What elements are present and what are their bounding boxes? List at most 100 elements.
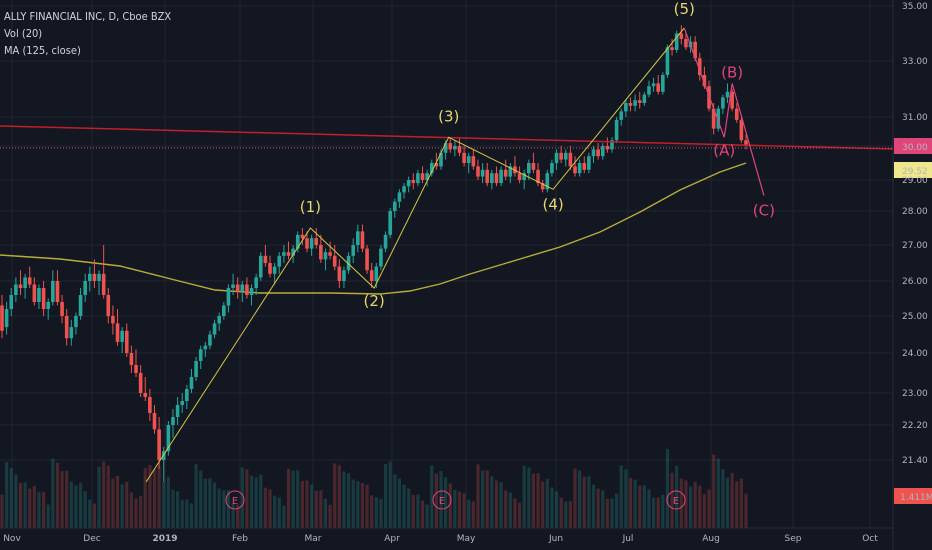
volume-bar — [628, 477, 633, 528]
volume-bar — [411, 494, 415, 528]
volume-bar — [314, 490, 318, 528]
volume-bar — [698, 485, 702, 528]
symbol-title[interactable]: ALLY FINANCIAL INC, D, Cboe BZX — [4, 10, 172, 23]
candle-body — [171, 417, 175, 425]
volume-bar — [356, 481, 360, 528]
volume-bar — [310, 484, 314, 528]
candle-body — [721, 97, 725, 109]
price-tick-label: 35.00 — [902, 2, 928, 12]
volume-bar — [504, 490, 508, 528]
candle-body — [485, 169, 490, 184]
candle-body — [69, 327, 74, 339]
volume-bar — [725, 477, 730, 528]
candle-body — [78, 295, 83, 316]
volume-bar — [615, 493, 619, 528]
volume-bar — [591, 484, 596, 528]
candle-body — [406, 180, 411, 187]
volume-bar — [120, 484, 124, 528]
volume-bar — [5, 462, 9, 528]
candle-body — [651, 83, 656, 87]
volume-bar — [467, 499, 471, 528]
candle-body — [277, 255, 282, 267]
candle-body — [628, 103, 633, 106]
volume-bar — [46, 504, 50, 528]
candle-body — [471, 156, 476, 167]
volume-bar — [471, 501, 475, 528]
candle-body — [249, 288, 254, 295]
volume-indicator-label[interactable]: Vol (20) — [4, 27, 43, 40]
candle-body — [309, 238, 314, 249]
volume-bar — [656, 497, 660, 528]
candle-body — [342, 270, 346, 281]
volume-bar — [578, 470, 582, 528]
volume-bar — [263, 487, 268, 528]
volume-bar — [434, 473, 438, 528]
volume-bar — [647, 489, 651, 528]
volume-bar — [55, 462, 60, 528]
volume-bar — [407, 488, 411, 528]
volume-bar — [712, 454, 716, 528]
volume-bar — [125, 481, 129, 528]
volume-bar — [171, 489, 175, 528]
candle-body — [268, 263, 272, 274]
corrective-label-0: (A) — [713, 141, 735, 159]
volume-bar — [476, 464, 480, 528]
chart-legend: ALLY FINANCIAL INC, D, Cboe BZX Vol (20)… — [4, 8, 171, 59]
volume-bar — [74, 485, 78, 528]
candle-body — [217, 316, 221, 324]
candle-body — [9, 295, 14, 309]
candle-body — [730, 91, 734, 109]
time-tick-label: Jul — [622, 534, 634, 544]
time-tick-label: May — [457, 534, 476, 544]
earnings-marker-label: E — [232, 496, 238, 507]
candle-body — [383, 234, 388, 249]
volume-bar — [208, 478, 212, 528]
volume-bar — [675, 465, 679, 528]
volume-bar — [305, 480, 309, 528]
corrective-label-1: (B) — [721, 63, 743, 81]
time-axis[interactable]: Nov Dec 2019 Feb Mar Apr May Jun Jul Aug Sep Oct — [0, 527, 893, 544]
candle-body — [540, 183, 545, 190]
volume-bar — [642, 485, 646, 528]
ma-indicator-label[interactable]: MA (125, close) — [4, 44, 81, 57]
trend-lines — [0, 27, 894, 483]
volume-bar — [106, 465, 110, 528]
candle-body — [448, 143, 453, 150]
candle-body — [120, 330, 124, 342]
candle-body — [305, 238, 309, 249]
volume-bar — [730, 472, 734, 528]
candle-body — [88, 273, 92, 281]
volume-bar — [517, 502, 522, 528]
price-tick-label: 25.00 — [902, 312, 928, 322]
candle-body — [286, 252, 291, 256]
volume-bar — [744, 493, 748, 528]
candle-body — [642, 94, 647, 103]
volume-bar — [32, 486, 36, 528]
volume-bar — [296, 470, 300, 528]
candle-body — [411, 180, 416, 184]
candle-body — [711, 108, 716, 129]
earnings-marker-ring — [432, 490, 452, 510]
volume-bar — [23, 482, 27, 528]
volume-bar — [162, 481, 166, 528]
volume-bar — [531, 473, 536, 528]
volume-bar — [37, 492, 41, 528]
ma-line — [0, 162, 747, 295]
volume-bar — [323, 498, 328, 528]
volume-bar — [143, 467, 147, 528]
candle-body — [439, 152, 443, 167]
volume-bar — [527, 467, 531, 528]
candle-body — [693, 41, 697, 59]
candle-body — [124, 330, 129, 353]
candle-body — [101, 273, 106, 295]
candle-body — [185, 389, 189, 401]
volume-bar — [430, 465, 434, 528]
price-tick-label: 21.40 — [902, 456, 928, 466]
volume-bar — [222, 490, 226, 528]
candle-body — [323, 252, 328, 260]
candle-body — [129, 353, 134, 365]
volume-bar — [41, 491, 46, 528]
candle-body — [0, 305, 4, 331]
